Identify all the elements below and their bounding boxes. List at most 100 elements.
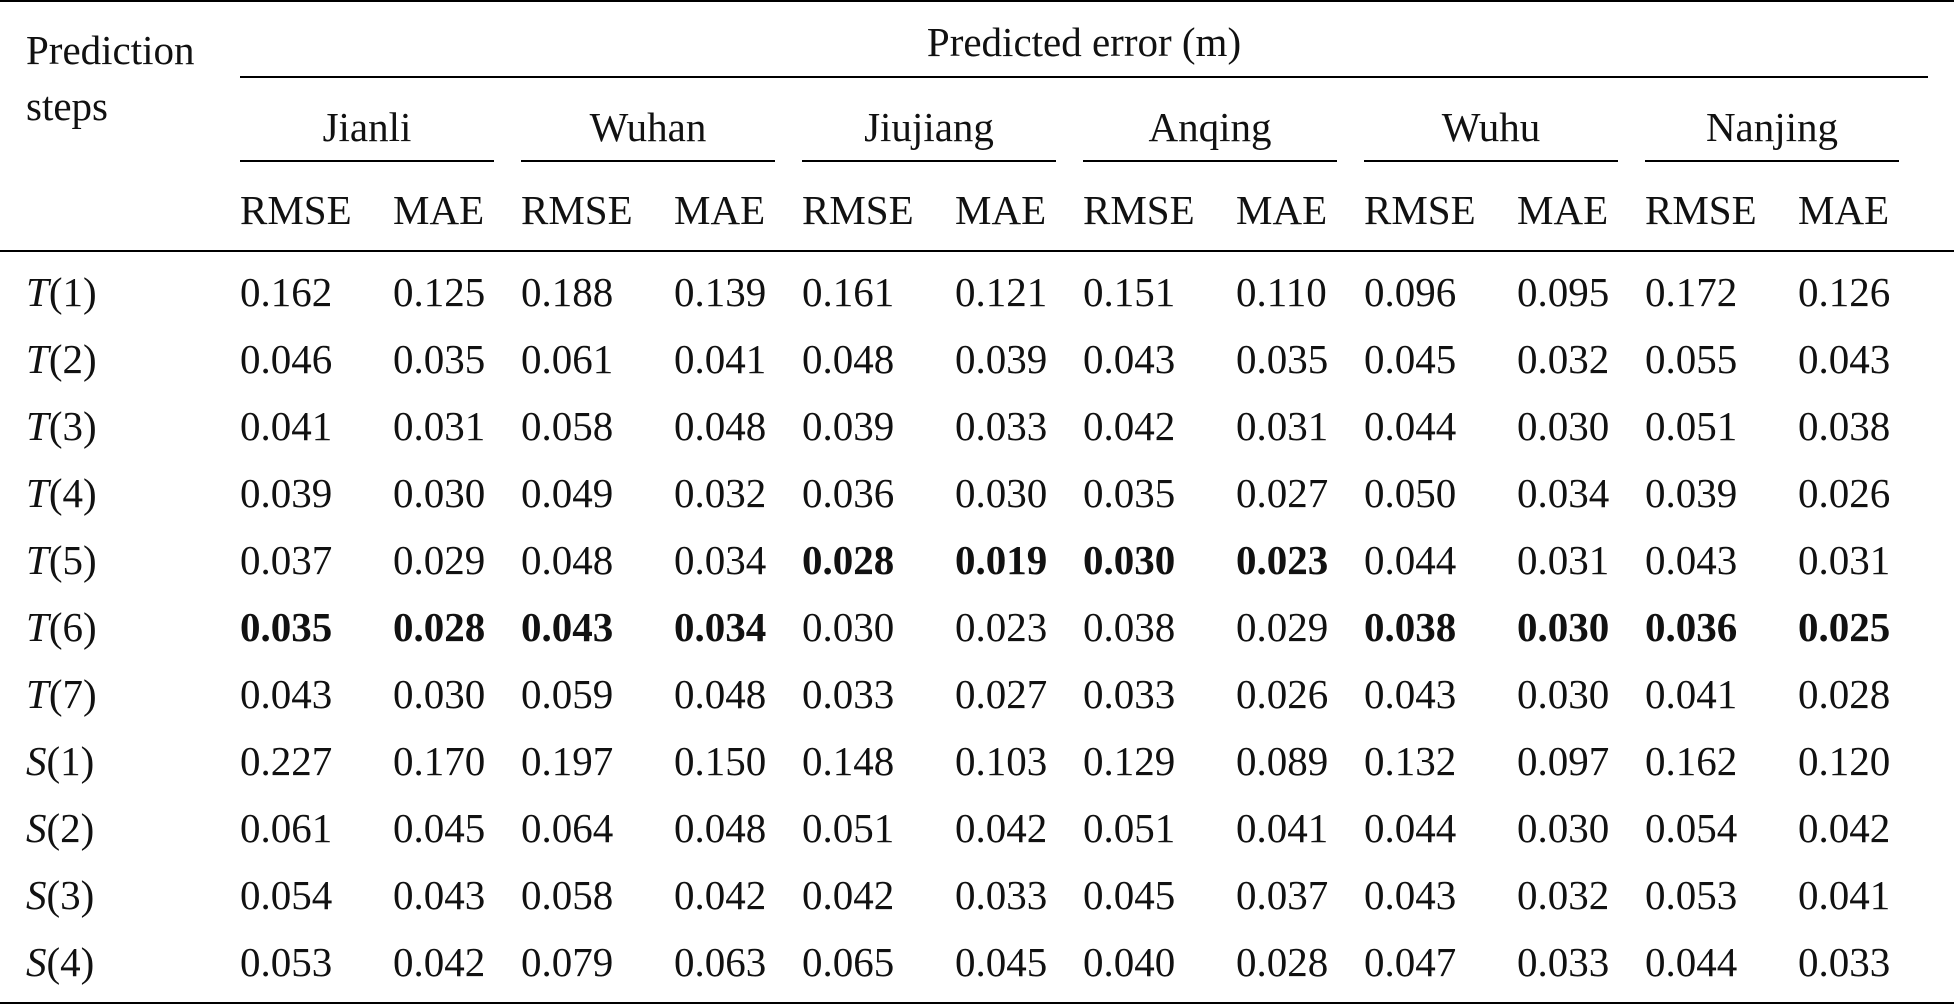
table-cell: 0.030 [393,671,486,717]
table-cell: 0.031 [1517,537,1610,583]
row-label-index: (4) [48,470,97,516]
table-bottom-rule [0,1002,1954,1004]
table-cell: 0.053 [240,939,333,985]
station-header-rule [1364,160,1618,162]
table-top-rule [0,0,1954,2]
table-cell: 0.045 [393,805,486,851]
table-cell: 0.048 [674,805,767,851]
table-cell: 0.079 [521,939,614,985]
table-cell: 0.033 [1798,939,1891,985]
row-label-letter: S [26,738,47,784]
row-label: T(7) [26,674,97,715]
table-cell: 0.049 [521,470,614,516]
row-label: S(4) [26,942,94,983]
table-cell: 0.047 [1364,939,1457,985]
table-cell: 0.042 [1798,805,1891,851]
table-cell: 0.032 [1517,872,1610,918]
row-label-index: (6) [48,604,97,650]
table-cell: 0.095 [1517,269,1610,315]
group-header-rule [240,76,1928,78]
metric-header-rmse: RMSE [1083,187,1195,233]
table-cell: 0.034 [1517,470,1610,516]
metric-header-rmse: RMSE [240,187,352,233]
table-cell: 0.103 [955,738,1048,784]
table-cell: 0.188 [521,269,614,315]
table-cell: 0.028 [802,537,895,583]
table-cell: 0.035 [393,336,486,382]
table-cell: 0.051 [802,805,895,851]
table-cell: 0.033 [955,872,1048,918]
metric-header-rmse: RMSE [1364,187,1476,233]
table-cell: 0.172 [1645,269,1738,315]
table-cell: 0.033 [1517,939,1610,985]
station-header-nanjing: Nanjing [1705,104,1839,150]
table-cell: 0.038 [1083,604,1176,650]
table-cell: 0.030 [802,604,895,650]
table-cell: 0.051 [1645,403,1738,449]
table-cell: 0.027 [955,671,1048,717]
table-cell: 0.048 [674,671,767,717]
table-cell: 0.032 [674,470,767,516]
row-label-index: (1) [48,269,97,315]
row-label: T(1) [26,272,97,313]
metric-header-mae: MAE [674,187,766,233]
table-cell: 0.044 [1364,805,1457,851]
row-label: T(5) [26,540,97,581]
row-label: T(6) [26,607,97,648]
table-cell: 0.151 [1083,269,1176,315]
table-cell: 0.170 [393,738,486,784]
row-label-index: (3) [46,872,95,918]
station-header-jiujiang: Jiujiang [864,104,994,150]
table-cell: 0.035 [1236,336,1329,382]
row-label-letter: T [26,336,49,382]
station-header-rule [240,160,494,162]
table-cell: 0.029 [393,537,486,583]
table-cell: 0.064 [521,805,614,851]
table-cell: 0.025 [1798,604,1891,650]
table-cell: 0.048 [802,336,895,382]
table-cell: 0.054 [1645,805,1738,851]
table-cell: 0.110 [1236,269,1327,315]
table-cell: 0.048 [521,537,614,583]
table-cell: 0.030 [955,470,1048,516]
table-cell: 0.227 [240,738,333,784]
metric-header-mae: MAE [1236,187,1328,233]
table-cell: 0.036 [1645,604,1738,650]
table-cell: 0.041 [1645,671,1738,717]
row-label: S(3) [26,875,94,916]
table-cell: 0.030 [1083,537,1176,583]
table-cell: 0.148 [802,738,895,784]
table-cell: 0.038 [1798,403,1891,449]
table-cell: 0.028 [1798,671,1891,717]
table-cell: 0.125 [393,269,486,315]
stub-header: Prediction steps [26,27,195,129]
station-header-wuhan: Wuhan [589,104,707,150]
row-label-index: (5) [48,537,97,583]
metric-header-rmse: RMSE [1645,187,1757,233]
row-label-letter: T [26,269,49,315]
metric-header-mae: MAE [393,187,485,233]
table-cell: 0.031 [393,403,486,449]
table-cell: 0.058 [521,872,614,918]
row-label-index: (3) [48,403,97,449]
table-cell: 0.053 [1645,872,1738,918]
table-cell: 0.044 [1645,939,1738,985]
table-cell: 0.048 [674,403,767,449]
table-cell: 0.041 [1236,805,1329,851]
table-cell: 0.023 [955,604,1048,650]
table-cell: 0.033 [1083,671,1176,717]
table-cell: 0.027 [1236,470,1329,516]
table-cell: 0.162 [1645,738,1738,784]
row-label-letter: S [26,939,47,985]
table-cell: 0.031 [1236,403,1329,449]
metric-header-mae: MAE [1517,187,1609,233]
table-cell: 0.042 [1083,403,1176,449]
table-cell: 0.042 [674,872,767,918]
table-cell: 0.044 [1364,537,1457,583]
metric-header-mae: MAE [1798,187,1890,233]
table-cell: 0.162 [240,269,333,315]
station-header-rule [521,160,775,162]
table-cell: 0.039 [1645,470,1738,516]
table-cell: 0.097 [1517,738,1610,784]
row-label-index: (2) [48,336,97,382]
